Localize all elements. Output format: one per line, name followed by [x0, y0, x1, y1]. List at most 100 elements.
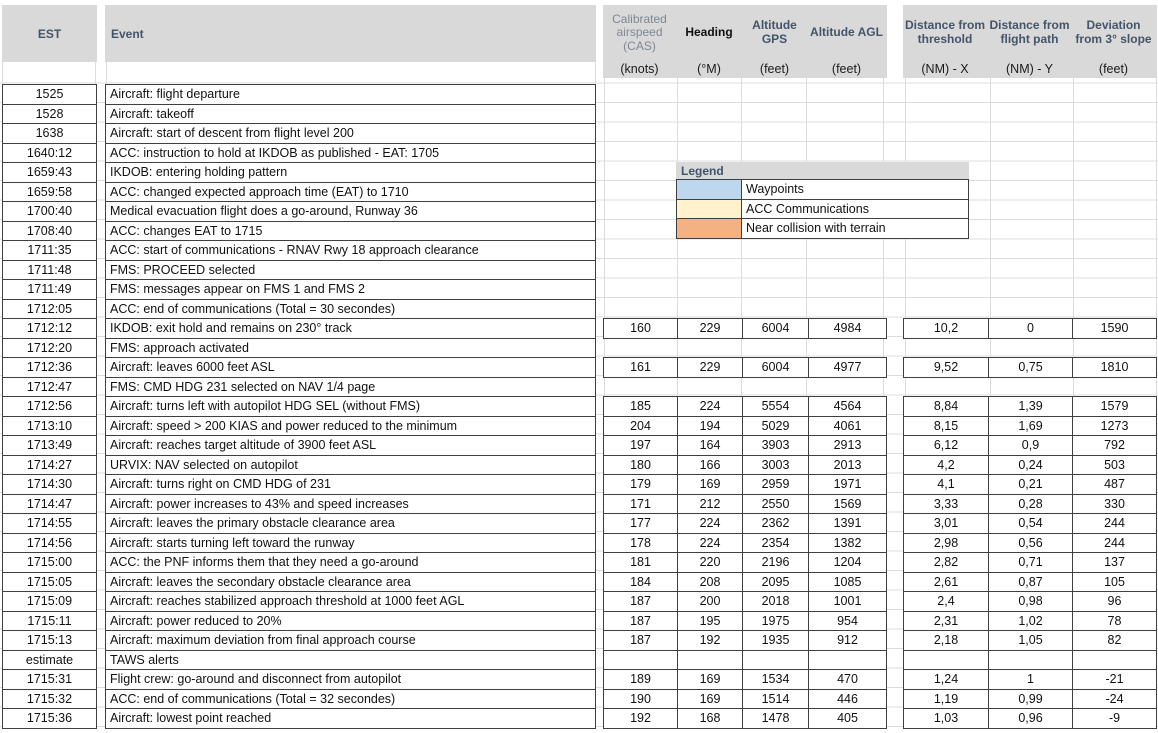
- deviation-cell[interactable]: 78: [1073, 611, 1156, 630]
- altitude-agl-cell[interactable]: 405: [809, 709, 886, 728]
- dist-threshold-cell[interactable]: 2,18: [904, 631, 988, 650]
- est-cell[interactable]: 1712:05: [3, 299, 96, 318]
- altitude-agl-cell[interactable]: [809, 650, 886, 669]
- dist-threshold-cell[interactable]: 3,01: [904, 514, 988, 533]
- altitude-agl-cell[interactable]: 4977: [809, 358, 886, 377]
- dist-flightpath-cell[interactable]: 1,69: [989, 416, 1072, 435]
- heading-cell[interactable]: 169: [678, 670, 742, 689]
- dist-flightpath-cell[interactable]: 0,75: [989, 358, 1072, 377]
- heading-cell[interactable]: 229: [678, 319, 742, 338]
- event-cell[interactable]: Aircraft: starts turning left toward the…: [106, 533, 595, 552]
- est-cell[interactable]: 1714:30: [3, 475, 96, 494]
- header-event[interactable]: Event: [105, 5, 596, 62]
- altitude-agl-cell[interactable]: 470: [809, 670, 886, 689]
- deviation-cell[interactable]: 137: [1073, 553, 1156, 572]
- heading-cell[interactable]: 166: [678, 455, 742, 474]
- est-cell[interactable]: 1713:49: [3, 436, 96, 455]
- altitude-agl-cell[interactable]: 4984: [809, 319, 886, 338]
- event-cell[interactable]: ACC: start of communications - RNAV Rwy …: [106, 241, 595, 260]
- dist-flightpath-cell[interactable]: 0,99: [989, 689, 1072, 708]
- event-cell[interactable]: ACC: the PNF informs them that they need…: [106, 553, 595, 572]
- dist-flightpath-cell[interactable]: 1,39: [989, 397, 1072, 416]
- est-cell[interactable]: 1638: [3, 124, 96, 143]
- event-cell[interactable]: Aircraft: leaves the primary obstacle cl…: [106, 514, 595, 533]
- deviation-cell[interactable]: -24: [1073, 689, 1156, 708]
- altitude-gps-cell[interactable]: 6004: [743, 319, 808, 338]
- altitude-agl-cell[interactable]: 2013: [809, 455, 886, 474]
- event-cell[interactable]: Aircraft: turns left with autopilot HDG …: [106, 397, 595, 416]
- cas-cell[interactable]: 190: [604, 689, 677, 708]
- deviation-cell[interactable]: 1810: [1073, 358, 1156, 377]
- dist-flightpath-cell[interactable]: 0,87: [989, 572, 1072, 591]
- altitude-gps-cell[interactable]: 2095: [743, 572, 808, 591]
- est-cell[interactable]: 1715:13: [3, 631, 96, 650]
- event-cell[interactable]: Aircraft: takeoff: [106, 104, 595, 123]
- heading-cell[interactable]: 224: [678, 533, 742, 552]
- dist-flightpath-cell[interactable]: 0,54: [989, 514, 1072, 533]
- altitude-agl-cell[interactable]: 1204: [809, 553, 886, 572]
- event-cell[interactable]: Aircraft: reaches stabilized approach th…: [106, 592, 595, 611]
- dist-threshold-cell[interactable]: 2,4: [904, 592, 988, 611]
- dist-flightpath-cell[interactable]: 0,9: [989, 436, 1072, 455]
- est-cell[interactable]: 1700:40: [3, 202, 96, 221]
- est-cell[interactable]: 1659:58: [3, 182, 96, 201]
- altitude-gps-cell[interactable]: 1975: [743, 611, 808, 630]
- cas-cell[interactable]: 192: [604, 709, 677, 728]
- legend-label[interactable]: ACC Communications: [742, 199, 968, 218]
- deviation-cell[interactable]: -9: [1073, 709, 1156, 728]
- dist-threshold-cell[interactable]: 2,61: [904, 572, 988, 591]
- heading-cell[interactable]: 169: [678, 475, 742, 494]
- est-cell[interactable]: 1659:43: [3, 163, 96, 182]
- legend-label[interactable]: Waypoints: [742, 180, 968, 199]
- event-cell[interactable]: ACC: end of communications (Total = 32 s…: [106, 689, 595, 708]
- header-cas[interactable]: Calibrated airspeed (CAS) (knots): [603, 5, 676, 78]
- dist-flightpath-cell[interactable]: 1: [989, 670, 1072, 689]
- dist-threshold-cell[interactable]: 9,52: [904, 358, 988, 377]
- dist-flightpath-cell[interactable]: 1,05: [989, 631, 1072, 650]
- cas-cell[interactable]: 181: [604, 553, 677, 572]
- heading-cell[interactable]: 229: [678, 358, 742, 377]
- deviation-cell[interactable]: 82: [1073, 631, 1156, 650]
- est-cell[interactable]: 1714:55: [3, 514, 96, 533]
- altitude-agl-cell[interactable]: 1001: [809, 592, 886, 611]
- est-cell[interactable]: 1711:49: [3, 280, 96, 299]
- cas-cell[interactable]: 204: [604, 416, 677, 435]
- altitude-gps-cell[interactable]: 1514: [743, 689, 808, 708]
- event-cell[interactable]: IKDOB: exit hold and remains on 230° tra…: [106, 319, 595, 338]
- deviation-cell[interactable]: 105: [1073, 572, 1156, 591]
- est-cell[interactable]: 1715:31: [3, 670, 96, 689]
- cas-cell[interactable]: 189: [604, 670, 677, 689]
- cas-cell[interactable]: [604, 650, 677, 669]
- est-cell[interactable]: 1711:35: [3, 241, 96, 260]
- event-cell[interactable]: Aircraft: start of descent from flight l…: [106, 124, 595, 143]
- deviation-cell[interactable]: 1273: [1073, 416, 1156, 435]
- cas-cell[interactable]: 179: [604, 475, 677, 494]
- altitude-gps-cell[interactable]: 2196: [743, 553, 808, 572]
- deviation-cell[interactable]: 330: [1073, 494, 1156, 513]
- deviation-cell[interactable]: 1579: [1073, 397, 1156, 416]
- altitude-agl-cell[interactable]: 1569: [809, 494, 886, 513]
- altitude-gps-cell[interactable]: 3003: [743, 455, 808, 474]
- dist-threshold-cell[interactable]: 8,84: [904, 397, 988, 416]
- cas-cell[interactable]: 171: [604, 494, 677, 513]
- event-cell[interactable]: FMS: approach activated: [106, 338, 595, 357]
- header-altitude-agl[interactable]: Altitude AGL (feet): [808, 5, 885, 78]
- est-cell[interactable]: 1714:56: [3, 533, 96, 552]
- altitude-agl-cell[interactable]: 912: [809, 631, 886, 650]
- altitude-agl-cell[interactable]: 1382: [809, 533, 886, 552]
- altitude-gps-cell[interactable]: 1534: [743, 670, 808, 689]
- legend-swatch[interactable]: [677, 199, 741, 218]
- altitude-agl-cell[interactable]: 1971: [809, 475, 886, 494]
- dist-threshold-cell[interactable]: 2,98: [904, 533, 988, 552]
- heading-cell[interactable]: 200: [678, 592, 742, 611]
- est-cell[interactable]: 1712:20: [3, 338, 96, 357]
- heading-cell[interactable]: 169: [678, 689, 742, 708]
- altitude-agl-cell[interactable]: 4564: [809, 397, 886, 416]
- event-cell[interactable]: Aircraft: speed > 200 KIAS and power red…: [106, 416, 595, 435]
- heading-cell[interactable]: 220: [678, 553, 742, 572]
- est-cell[interactable]: 1715:00: [3, 553, 96, 572]
- cas-cell[interactable]: 187: [604, 592, 677, 611]
- header-heading[interactable]: Heading (°M): [677, 5, 741, 78]
- cas-cell[interactable]: 178: [604, 533, 677, 552]
- dist-threshold-cell[interactable]: 2,31: [904, 611, 988, 630]
